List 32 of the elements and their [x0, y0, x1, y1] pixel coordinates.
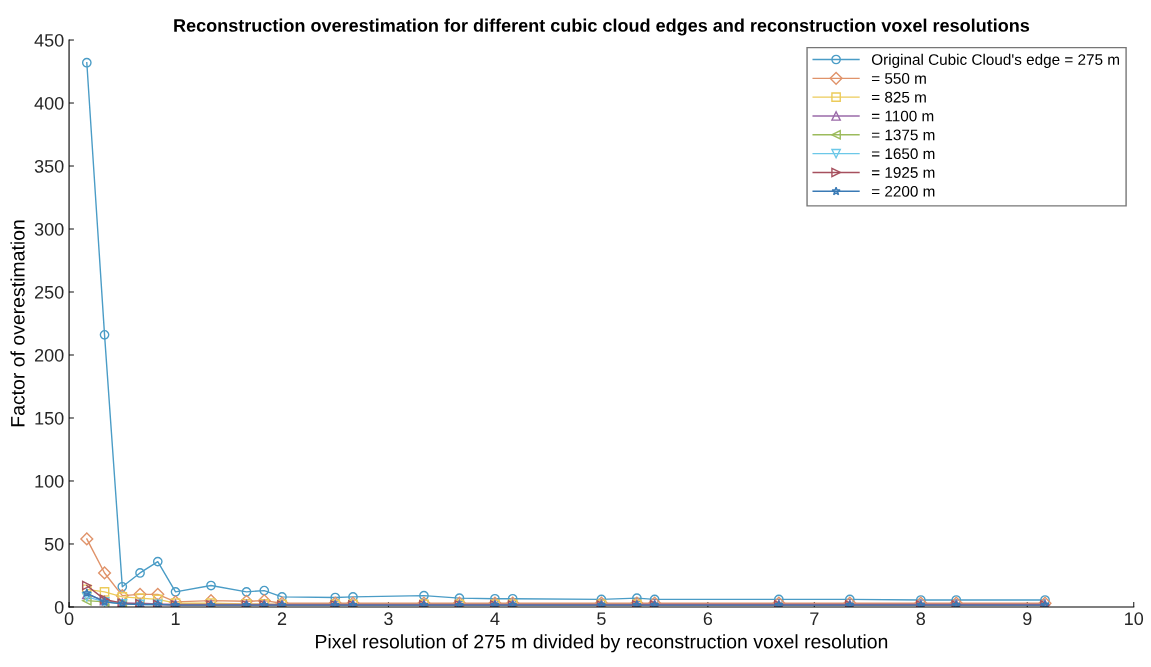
x-tick-label: 2: [277, 612, 287, 625]
x-tick-label: 6: [703, 612, 713, 626]
legend-label: = 1375 m: [871, 129, 935, 141]
x-tick-label: 8: [916, 612, 926, 626]
y-tick-label: 350: [34, 159, 64, 173]
x-axis-title: Pixel resolution of 275 m divided by reconstruction voxel resolution: [316, 634, 888, 653]
x-tick-label: 10: [1125, 612, 1144, 626]
y-axis-title: Factor of overestimation: [10, 220, 25, 427]
x-tick-label: 9: [1023, 612, 1032, 626]
legend-label: = 1100 m: [871, 110, 934, 122]
x-tick-label: 4: [490, 612, 500, 625]
y-tick-label: 450: [34, 33, 64, 47]
y-tick-label: 400: [34, 96, 64, 110]
legend-label: = 1925 m: [871, 167, 935, 178]
chart-title: Reconstruction overestimation for different cubic cloud edges and reconstruction voxel resolutions: [174, 18, 1030, 36]
y-tick-label: 200: [34, 348, 64, 362]
legend-label: = 2200 m: [871, 185, 935, 197]
y-tick-label: 150: [35, 411, 64, 425]
y-tick-label: 100: [35, 474, 64, 488]
y-tick-label: 50: [44, 537, 64, 551]
y-tick-label: 0: [54, 600, 64, 614]
x-tick-label: 0: [64, 612, 74, 626]
legend-label: = 825 m: [871, 91, 926, 103]
y-tick-label: 300: [34, 222, 64, 236]
x-tick-label: 7: [810, 612, 819, 625]
x-tick-label: 3: [384, 612, 393, 626]
x-tick-label: 1: [171, 612, 180, 625]
x-tick-label: 5: [597, 612, 606, 626]
legend-label: Original Cubic Cloud's edge = 275 m: [871, 53, 1119, 69]
y-tick-label: 250: [34, 285, 64, 299]
legend-label: = 1650 m: [871, 148, 935, 160]
legend-label: = 550 m: [871, 73, 926, 84]
